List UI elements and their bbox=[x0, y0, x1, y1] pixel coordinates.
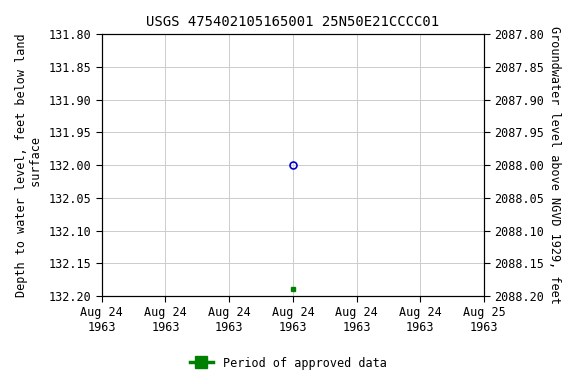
Y-axis label: Depth to water level, feet below land
 surface: Depth to water level, feet below land su… bbox=[15, 33, 43, 297]
Y-axis label: Groundwater level above NGVD 1929, feet: Groundwater level above NGVD 1929, feet bbox=[548, 26, 561, 304]
Title: USGS 475402105165001 25N50E21CCCC01: USGS 475402105165001 25N50E21CCCC01 bbox=[146, 15, 439, 29]
Legend: Period of approved data: Period of approved data bbox=[185, 352, 391, 374]
